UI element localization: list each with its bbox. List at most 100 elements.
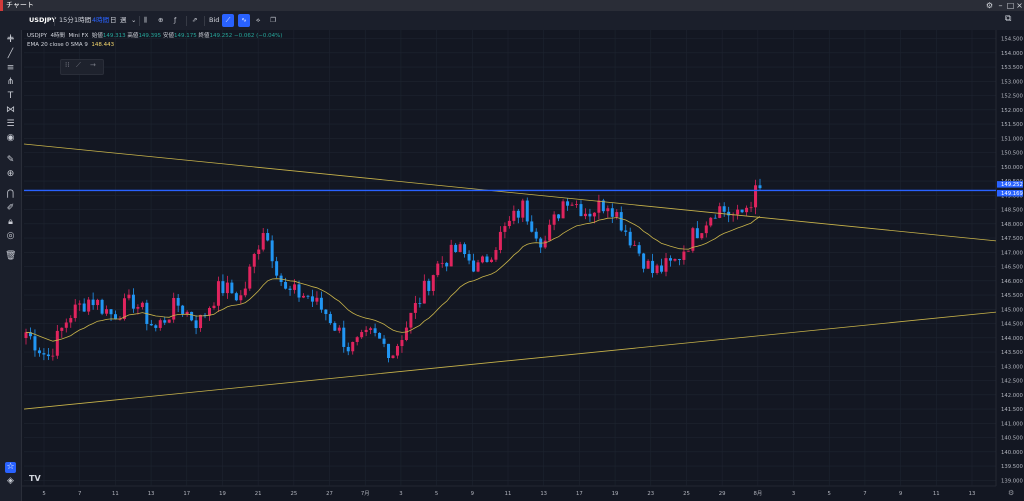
auto-scale-icon[interactable]: ⚙ xyxy=(1008,489,1015,497)
timeframe-15m[interactable]: 15分 xyxy=(59,16,74,24)
pitchfork-icon[interactable]: ⋔ xyxy=(6,77,15,87)
date-tick-label: 5 xyxy=(828,491,831,497)
price-chart[interactable]: 154.500 154.000 153.500 153.000 152.500 152.0… xyxy=(22,30,1024,501)
date-tick-label: 7 xyxy=(78,491,81,497)
timeframe-dropdown-icon[interactable]: ⌄ xyxy=(131,16,137,24)
candle-body xyxy=(216,281,220,306)
candle-body xyxy=(395,346,399,356)
timeframe-week[interactable]: 週 xyxy=(120,16,127,24)
ruler-icon[interactable]: ✎ xyxy=(6,155,15,165)
date-tick-label: 25 xyxy=(290,491,297,497)
candle-body xyxy=(754,185,758,208)
floating-drawing-toolbar: ⁞⁞ ⟋ → xyxy=(60,59,104,75)
price-tick-label: 145.000 xyxy=(1001,307,1024,313)
settings-icon[interactable]: ⚙ xyxy=(985,1,994,10)
date-tick-label: 5 xyxy=(42,491,45,497)
alert-icon[interactable]: ⟡ xyxy=(256,16,261,24)
price-tick-label: 139.000 xyxy=(1001,478,1024,484)
candle-body xyxy=(418,303,422,304)
candle-body xyxy=(521,200,525,218)
candle-type-icon[interactable]: ⫼ xyxy=(144,16,147,24)
candle-body xyxy=(163,320,167,323)
price-tick-label: 145.500 xyxy=(1001,293,1024,299)
candle-body xyxy=(234,293,238,301)
layout-icon[interactable]: ❐ xyxy=(270,16,276,24)
candle-body xyxy=(221,281,225,294)
price-source-button[interactable]: Bid xyxy=(209,16,220,24)
candle-body xyxy=(360,332,364,338)
candle-body xyxy=(646,260,650,269)
candle-body xyxy=(297,284,301,298)
legend-symbol: USDJPY xyxy=(27,33,47,39)
cursor-icon[interactable]: + xyxy=(6,33,15,43)
draw-mode-icon[interactable]: ✐ xyxy=(6,203,15,213)
candle-body xyxy=(525,200,529,222)
horizontal-lines-icon[interactable]: ≡ xyxy=(6,63,15,73)
candle-body xyxy=(606,208,610,212)
candle-body xyxy=(494,250,498,260)
trend-line-tool-icon[interactable]: ⟋ xyxy=(76,61,81,69)
trash-icon[interactable]: 🗑︎ xyxy=(5,251,17,261)
timeframe-4h[interactable]: 4時間 xyxy=(92,16,110,24)
candle-body xyxy=(413,303,417,313)
favorites-icon[interactable]: ☆ xyxy=(5,462,16,473)
candle-body xyxy=(239,295,243,301)
price-tick-label: 150.000 xyxy=(1001,165,1024,171)
candle-body xyxy=(261,233,265,250)
strategy-icon[interactable]: ⇗ xyxy=(192,16,198,24)
candle-body xyxy=(351,341,355,352)
lock-icon[interactable]: 🔒︎ xyxy=(8,217,13,227)
indicator-name[interactable]: EMA 20 close 0 SMA 9 xyxy=(27,42,88,48)
shapes-icon[interactable]: ◉ xyxy=(6,133,15,143)
candle-body xyxy=(436,263,440,276)
candle-body xyxy=(445,262,449,267)
date-tick-label: 29 xyxy=(719,491,726,497)
candle-body xyxy=(749,207,753,209)
magnet-icon[interactable]: ⋂ xyxy=(6,189,15,199)
crosshair-icon[interactable]: ✛ xyxy=(6,35,15,45)
candle-body xyxy=(677,259,681,260)
zoom-icon[interactable]: ⊕ xyxy=(6,169,15,179)
wave-chart-icon[interactable]: ∿ xyxy=(238,14,250,27)
date-tick-label: 5 xyxy=(435,491,438,497)
date-tick-label: 9 xyxy=(471,491,474,497)
candle-body xyxy=(686,250,690,252)
price-tick-label: 148.500 xyxy=(1001,208,1024,214)
date-tick-label: 17 xyxy=(576,491,583,497)
compare-icon[interactable]: ⊕ xyxy=(158,16,164,24)
candle-body xyxy=(485,256,489,263)
price-tick-label: 150.500 xyxy=(1001,151,1024,157)
symbol-selector[interactable]: USDJPY xyxy=(29,16,57,24)
indicator-value: 148.443 xyxy=(91,42,115,48)
drag-handle-icon[interactable]: ⁞⁞ xyxy=(65,61,70,69)
snapshot-icon[interactable]: ⧉ xyxy=(1005,14,1012,24)
candle-body xyxy=(387,343,391,358)
toolbar-separator xyxy=(186,16,187,26)
legend-open: 149.313 xyxy=(102,33,126,39)
timeframe-day[interactable]: 日 xyxy=(110,16,117,24)
candle-body xyxy=(328,314,332,324)
fib-icon[interactable]: ☰ xyxy=(6,119,15,129)
text-icon[interactable]: T xyxy=(7,91,14,101)
object-tree-icon[interactable]: ◈ xyxy=(7,476,14,486)
horizontal-ray-icon[interactable]: → xyxy=(90,61,96,69)
line-chart-icon[interactable]: ⟋ xyxy=(222,14,234,27)
minimize-icon[interactable]: – xyxy=(998,1,1003,10)
candle-body xyxy=(46,354,50,357)
visibility-icon[interactable]: ◎ xyxy=(6,231,15,241)
candle-body xyxy=(230,282,234,294)
indicators-icon[interactable]: ƒ xyxy=(174,16,177,24)
candle-body xyxy=(284,281,288,289)
date-tick-label: 19 xyxy=(219,491,226,497)
timeframe-1h[interactable]: 1時間 xyxy=(74,16,92,24)
candle-body xyxy=(691,228,695,251)
date-tick-label: 8月 xyxy=(754,490,763,497)
candle-body xyxy=(60,327,64,331)
date-tick-label: 7月 xyxy=(361,490,370,497)
candle-body xyxy=(431,275,435,291)
window-titlebar: チャート ⚙ – □ × xyxy=(0,0,1024,11)
maximize-icon[interactable]: □ xyxy=(1006,1,1015,10)
trend-line-icon[interactable]: ╱ xyxy=(7,49,14,59)
pattern-icon[interactable]: ⋈ xyxy=(6,105,15,115)
close-icon[interactable]: × xyxy=(1016,1,1023,10)
